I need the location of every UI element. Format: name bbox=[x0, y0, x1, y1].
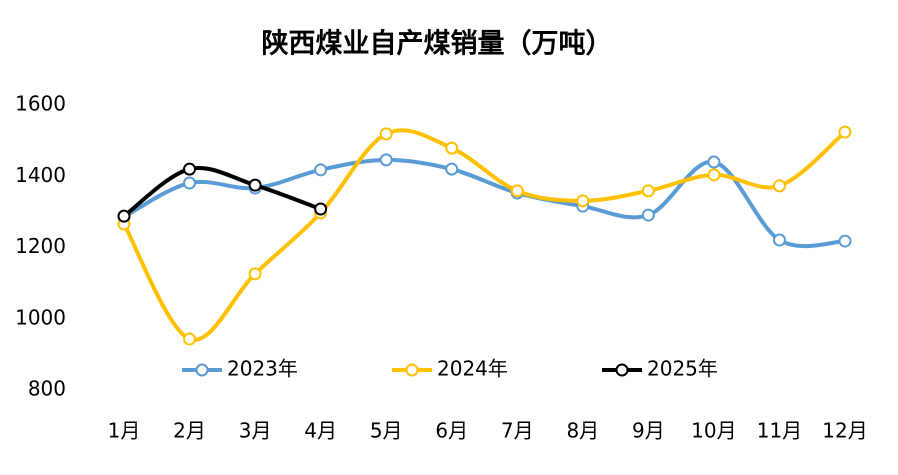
marker bbox=[248, 178, 262, 192]
marker bbox=[445, 162, 459, 176]
x-tick-label: 3月 bbox=[239, 419, 272, 443]
x-tick-label: 10月 bbox=[691, 419, 736, 443]
marker bbox=[183, 332, 197, 346]
marker bbox=[248, 267, 262, 281]
legend-label: 2025年 bbox=[647, 357, 718, 381]
marker bbox=[707, 155, 721, 169]
marker bbox=[641, 184, 655, 198]
legend-marker bbox=[195, 363, 209, 377]
marker bbox=[707, 168, 721, 182]
x-tick-label: 6月 bbox=[435, 419, 468, 443]
y-tick-label: 800 bbox=[28, 377, 66, 401]
marker bbox=[379, 153, 393, 167]
marker bbox=[314, 202, 328, 216]
x-tick-label: 1月 bbox=[108, 419, 141, 443]
x-tick-label: 5月 bbox=[370, 419, 403, 443]
line bbox=[123, 157, 846, 249]
marker bbox=[576, 194, 590, 208]
marker bbox=[183, 176, 197, 190]
marker bbox=[379, 127, 393, 141]
y-tick-label: 1600 bbox=[15, 92, 66, 116]
y-tick-label: 1400 bbox=[15, 163, 66, 187]
y-tick-label: 1000 bbox=[15, 305, 66, 329]
x-tick-label: 9月 bbox=[632, 419, 665, 443]
legend-marker bbox=[615, 363, 629, 377]
marker bbox=[510, 184, 524, 198]
x-tick-label: 11月 bbox=[757, 419, 802, 443]
marker bbox=[838, 125, 852, 139]
marker bbox=[772, 179, 786, 193]
line bbox=[122, 166, 322, 218]
x-tick-label: 7月 bbox=[501, 419, 534, 443]
legend-label: 2024年 bbox=[437, 357, 508, 381]
x-tick-label: 8月 bbox=[566, 419, 599, 443]
x-tick-label: 4月 bbox=[304, 419, 337, 443]
marker bbox=[117, 209, 131, 223]
line bbox=[122, 128, 847, 342]
marker bbox=[641, 208, 655, 222]
legend-label: 2023年 bbox=[227, 357, 298, 381]
marker bbox=[838, 234, 852, 248]
marker bbox=[183, 162, 197, 176]
x-tick-label: 12月 bbox=[822, 419, 867, 443]
marker bbox=[772, 233, 786, 247]
marker bbox=[445, 141, 459, 155]
x-tick-label: 2月 bbox=[173, 419, 206, 443]
chart-title: 陕西煤业自产煤销量（万吨） bbox=[262, 28, 613, 60]
marker bbox=[314, 163, 328, 177]
y-tick-label: 1200 bbox=[15, 234, 66, 258]
legend-marker bbox=[405, 363, 419, 377]
